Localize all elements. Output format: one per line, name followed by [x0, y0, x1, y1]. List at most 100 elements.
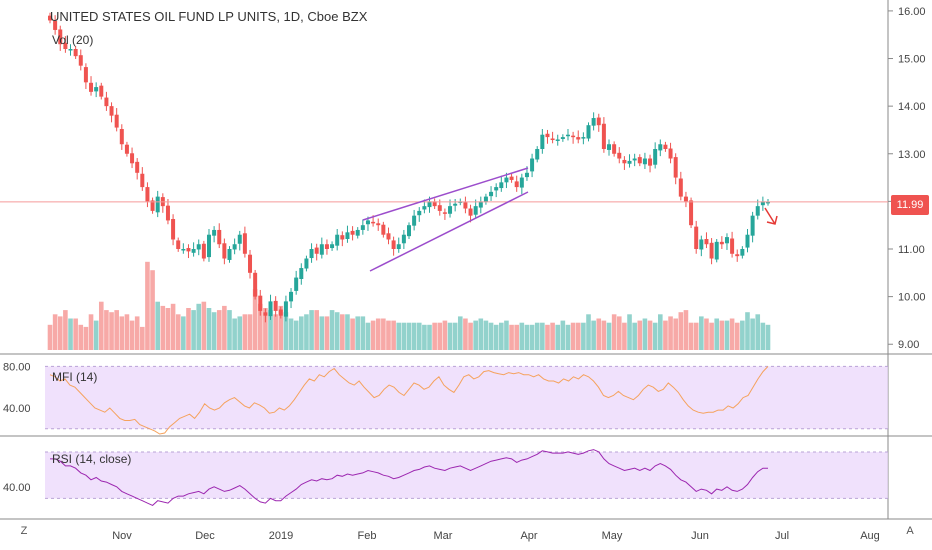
candle-body [555, 139, 560, 141]
candle-body [766, 201, 770, 204]
volume-bar [124, 314, 130, 350]
volume-bar [360, 316, 366, 350]
volume-bar [396, 322, 402, 350]
candle-body [632, 158, 637, 161]
candle-body [376, 223, 381, 226]
candle-body [735, 254, 740, 257]
volume-bar [499, 322, 504, 350]
y-tick-label: 14.00 [898, 101, 926, 113]
volume-bar [422, 324, 427, 350]
candle-body [196, 244, 201, 250]
volume-bar [150, 270, 155, 350]
volume-bar [268, 310, 273, 350]
volume-bar [247, 314, 253, 350]
x-tick-label: Jun [691, 530, 709, 542]
volume-bar [242, 314, 248, 350]
candle-body [83, 67, 88, 83]
volume-bar [334, 312, 340, 350]
candle-body [499, 182, 504, 189]
candle-body [427, 201, 432, 208]
volume-bar [73, 318, 78, 350]
volume-bar [652, 322, 658, 350]
volume-bar [673, 318, 678, 350]
candle-body [530, 158, 535, 172]
volume-bar [606, 322, 612, 350]
volume-bar [293, 320, 299, 350]
auto-scale-button[interactable]: A [906, 525, 914, 537]
x-tick-label: Nov [112, 530, 132, 542]
volume-bar [668, 316, 673, 350]
candle-body [176, 240, 181, 249]
candle-body [663, 144, 668, 149]
volume-bar [273, 314, 278, 350]
volume-label: Vol (20) [52, 33, 94, 47]
volume-bar [47, 324, 53, 350]
volume-bar [555, 324, 561, 350]
chart-title: UNITED STATES OIL FUND LP UNITS, 1D, Cbo… [50, 9, 368, 24]
volume-bar [165, 308, 171, 350]
timezone-button[interactable]: Z [20, 525, 28, 537]
volume-bar [119, 316, 125, 350]
candle-body [699, 239, 704, 250]
volume-bar [114, 310, 119, 350]
volume-bar [647, 320, 653, 350]
candle-body [145, 187, 150, 202]
candle-body [412, 215, 417, 226]
volume-bar [252, 289, 258, 350]
volume-bar [288, 318, 294, 350]
candle-body [206, 234, 211, 258]
candle-body [253, 272, 258, 297]
candle-body [119, 129, 124, 145]
volume-bar [693, 322, 699, 350]
mfi-tick-label: 80.00 [3, 361, 31, 373]
candle-body [483, 196, 488, 202]
volume-bar [52, 314, 58, 350]
volume-bar [468, 322, 473, 350]
volume-bar [714, 318, 720, 350]
volume-bar [196, 303, 202, 350]
candle-body [432, 201, 437, 207]
candle-body [683, 196, 688, 202]
volume-bar [201, 301, 207, 350]
volume-bar [263, 308, 268, 350]
candle-body [565, 134, 570, 137]
volume-bar [206, 308, 212, 350]
candle-body [78, 55, 83, 66]
candles [48, 12, 770, 323]
volume-bar [560, 320, 566, 350]
candle-body [617, 152, 622, 159]
candle-body [232, 244, 237, 250]
x-tick-label: May [602, 530, 623, 542]
volume-bar [134, 316, 140, 350]
volume-bar [78, 324, 84, 350]
volume-bar [519, 322, 525, 350]
volume-bar [175, 314, 181, 350]
candle-body [540, 134, 545, 149]
volume-bar [601, 320, 607, 350]
volume-bar [622, 322, 627, 350]
x-tick-label: Feb [358, 530, 377, 542]
volume-bar [355, 316, 361, 350]
volume-bar [678, 312, 684, 350]
candle-body [217, 229, 222, 245]
x-tick-label: Jul [775, 530, 789, 542]
volume-bar [642, 318, 648, 350]
rsi-tick-label: 40.00 [3, 482, 31, 494]
candle-body [48, 15, 52, 21]
volume-bar [406, 322, 412, 350]
candle-body [401, 234, 406, 244]
candle-body [114, 114, 119, 128]
candle-body [309, 249, 314, 259]
down-arrow-shaft [764, 207, 776, 225]
candle-body [278, 309, 283, 316]
volume-bar [540, 322, 545, 350]
candle-body [704, 239, 709, 245]
candle-body [360, 225, 365, 230]
mfi-line [49, 366, 769, 435]
candle-body [571, 135, 576, 138]
candle-body [637, 157, 642, 164]
volume-bar [257, 303, 263, 350]
volume-bar [529, 324, 535, 350]
volume-bar [309, 310, 314, 350]
